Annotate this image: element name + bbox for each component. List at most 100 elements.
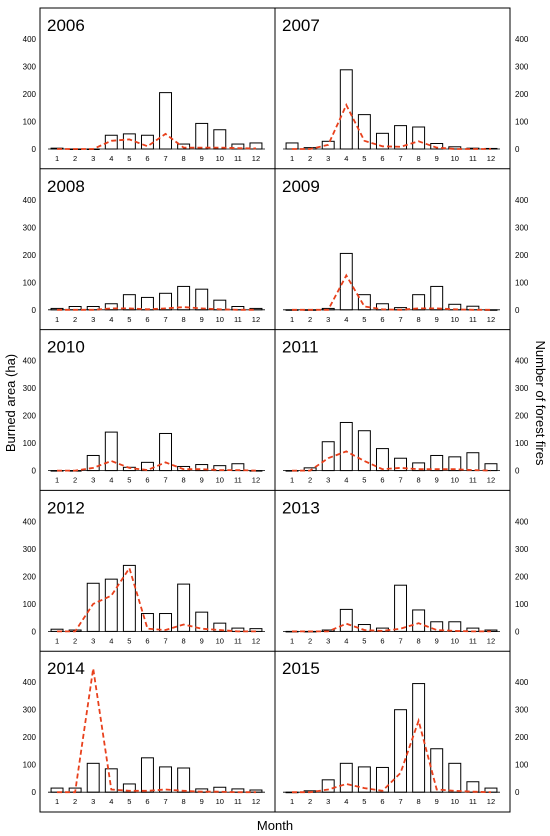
y-tick-label: 100 bbox=[515, 439, 529, 448]
y-tick-label: 400 bbox=[515, 196, 529, 205]
y-tick-label: 400 bbox=[23, 357, 37, 366]
bar-month-5 bbox=[122, 294, 136, 311]
bar-month-4 bbox=[104, 578, 118, 632]
bar-month-10 bbox=[213, 129, 227, 150]
bar-month-10 bbox=[213, 299, 227, 311]
x-tick-label: 3 bbox=[91, 154, 95, 163]
x-tick-label: 11 bbox=[234, 797, 242, 806]
bar-month-6 bbox=[140, 613, 154, 632]
x-tick-label: 5 bbox=[127, 154, 131, 163]
x-tick-label: 10 bbox=[451, 476, 459, 485]
x-tick-label: 8 bbox=[417, 476, 421, 485]
bar-month-7 bbox=[159, 292, 173, 311]
x-tick-label: 7 bbox=[163, 315, 167, 324]
bar-month-4 bbox=[104, 303, 118, 311]
fires-line bbox=[57, 132, 257, 150]
x-tick-label: 12 bbox=[487, 154, 495, 163]
bar-month-5 bbox=[357, 114, 371, 150]
x-tick-label: 9 bbox=[200, 476, 204, 485]
x-tick-label: 5 bbox=[127, 797, 131, 806]
x-tick-label: 9 bbox=[435, 315, 439, 324]
fires-line bbox=[292, 102, 491, 150]
bar-month-6 bbox=[375, 448, 389, 472]
y-tick-label: 100 bbox=[515, 761, 529, 770]
panel-title: 2012 bbox=[47, 498, 85, 517]
x-tick-label: 2 bbox=[308, 476, 312, 485]
x-tick-label: 4 bbox=[344, 636, 348, 645]
x-tick-label: 12 bbox=[487, 797, 495, 806]
bar-month-5 bbox=[122, 783, 136, 793]
x-tick-label: 3 bbox=[326, 797, 330, 806]
x-tick-label: 10 bbox=[216, 636, 224, 645]
x-tick-label: 12 bbox=[252, 636, 260, 645]
x-tick-label: 11 bbox=[469, 154, 477, 163]
x-tick-label: 12 bbox=[252, 315, 260, 324]
x-tick-label: 3 bbox=[91, 476, 95, 485]
bar-month-10 bbox=[448, 146, 462, 150]
x-tick-label: 3 bbox=[91, 315, 95, 324]
bar-month-7 bbox=[159, 432, 173, 472]
y-tick-label: 400 bbox=[23, 678, 37, 687]
bar-month-6 bbox=[375, 132, 389, 150]
x-tick-label: 7 bbox=[398, 636, 402, 645]
x-tick-label: 1 bbox=[290, 315, 294, 324]
bar-month-8 bbox=[177, 143, 191, 150]
bar-month-12 bbox=[484, 463, 498, 472]
bar-month-5 bbox=[357, 430, 371, 472]
x-tick-label: 7 bbox=[163, 797, 167, 806]
bar-month-7 bbox=[159, 92, 173, 150]
bar-month-9 bbox=[430, 285, 444, 311]
x-tick-label: 7 bbox=[398, 154, 402, 163]
x-tick-label: 7 bbox=[398, 476, 402, 485]
x-tick-label: 10 bbox=[216, 797, 224, 806]
x-tick-label: 7 bbox=[398, 797, 402, 806]
y-tick-label: 300 bbox=[23, 545, 37, 554]
x-tick-label: 9 bbox=[200, 636, 204, 645]
x-tick-label: 4 bbox=[344, 315, 348, 324]
x-tick-label: 2 bbox=[308, 315, 312, 324]
y-tick-label: 0 bbox=[515, 788, 520, 797]
x-tick-label: 12 bbox=[252, 154, 260, 163]
bar-month-5 bbox=[122, 564, 136, 632]
x-tick-label: 9 bbox=[435, 797, 439, 806]
y-tick-label: 400 bbox=[23, 196, 37, 205]
bar-month-7 bbox=[394, 709, 408, 793]
x-tick-label: 5 bbox=[127, 315, 131, 324]
y-tick-label: 300 bbox=[23, 706, 37, 715]
bar-month-10 bbox=[213, 622, 227, 632]
bar-month-9 bbox=[430, 143, 444, 150]
y-tick-label: 400 bbox=[23, 35, 37, 44]
bar-month-9 bbox=[430, 748, 444, 793]
y-tick-label: 300 bbox=[23, 63, 37, 72]
y-right-label: Number of forest fires bbox=[533, 341, 548, 466]
x-tick-label: 4 bbox=[109, 154, 113, 163]
bar-month-4 bbox=[104, 768, 118, 793]
x-tick-label: 2 bbox=[73, 476, 77, 485]
bar-month-4 bbox=[339, 252, 353, 311]
y-tick-label: 100 bbox=[23, 600, 37, 609]
y-tick-label: 300 bbox=[23, 384, 37, 393]
bar-month-7 bbox=[394, 457, 408, 472]
bar-month-4 bbox=[104, 134, 118, 150]
x-tick-label: 9 bbox=[435, 476, 439, 485]
panel-title: 2009 bbox=[282, 177, 320, 196]
x-tick-label: 5 bbox=[127, 476, 131, 485]
x-tick-label: 2 bbox=[73, 797, 77, 806]
x-tick-label: 4 bbox=[109, 315, 113, 324]
y-tick-label: 400 bbox=[515, 678, 529, 687]
x-tick-label: 5 bbox=[362, 797, 366, 806]
bar-month-10 bbox=[213, 786, 227, 793]
x-tick-label: 4 bbox=[344, 476, 348, 485]
x-tick-label: 10 bbox=[451, 636, 459, 645]
x-tick-label: 10 bbox=[451, 154, 459, 163]
x-tick-label: 8 bbox=[182, 636, 186, 645]
x-tick-label: 9 bbox=[200, 315, 204, 324]
fires-line bbox=[57, 306, 256, 311]
y-tick-label: 100 bbox=[23, 761, 37, 770]
x-tick-label: 1 bbox=[55, 315, 59, 324]
panel-title: 2014 bbox=[47, 659, 85, 678]
